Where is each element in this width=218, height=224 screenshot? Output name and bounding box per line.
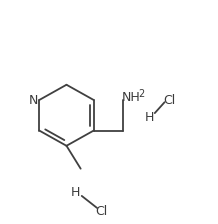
Text: H: H bbox=[70, 186, 80, 199]
Text: N: N bbox=[29, 93, 39, 106]
Text: H: H bbox=[145, 111, 154, 124]
Text: Cl: Cl bbox=[95, 205, 107, 218]
Text: NH: NH bbox=[122, 91, 141, 104]
Text: Cl: Cl bbox=[164, 93, 176, 106]
Text: 2: 2 bbox=[138, 89, 144, 99]
